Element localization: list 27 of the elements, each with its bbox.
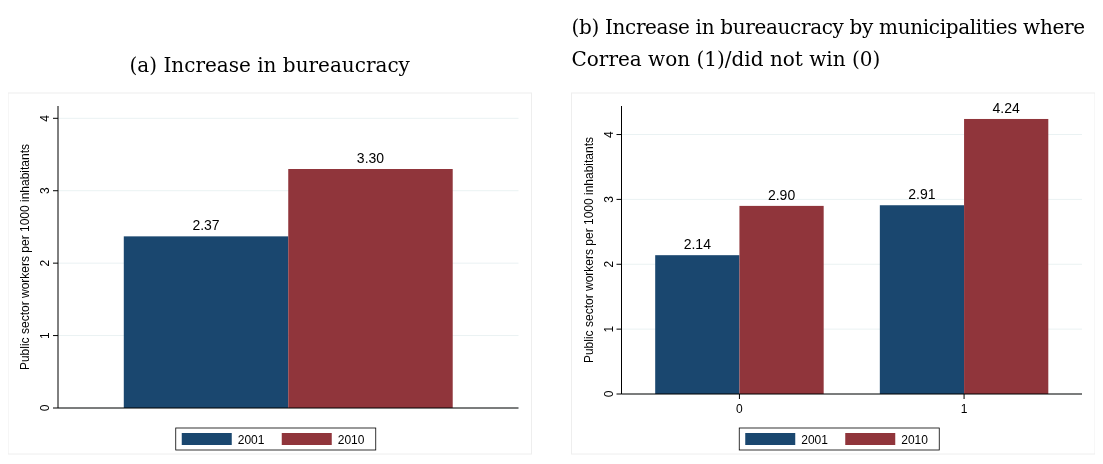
y-tick-label: 1 — [601, 325, 616, 333]
text: 2.90 — [767, 186, 796, 203]
y-tick-label: 4 — [38, 114, 52, 122]
text: 4.24 — [992, 99, 1020, 116]
text: 2.91 — [908, 186, 936, 203]
y-tick-label: 3 — [601, 195, 616, 203]
legend-label: 2001 — [801, 433, 829, 447]
bar — [655, 255, 740, 394]
y-axis-title: Public sector workers per 1000 inhabitants — [18, 143, 32, 371]
chart-title: (b) Increase in bureaucracy by municipalities where Correa won (1)/did not win (0) — [571, 15, 1085, 71]
bar — [879, 205, 965, 394]
legend-label: 2010 — [901, 433, 929, 447]
bar — [739, 205, 824, 394]
bar — [964, 118, 1049, 394]
y-tick-label: 0 — [601, 390, 616, 398]
y-axis-title: Public sector workers per 1000 inhabitants — [581, 136, 596, 364]
legend-label: 2010 — [337, 433, 365, 447]
chart-title: (a) Increase in bureaucracy — [129, 53, 411, 77]
y-tick-label: 2 — [38, 259, 52, 267]
text: 3.30 — [356, 150, 385, 167]
y-tick-label: 1 — [38, 331, 52, 339]
y-tick-label: 3 — [38, 187, 52, 195]
y-tick-label: 2 — [601, 260, 616, 268]
text: 2.37 — [192, 217, 220, 234]
y-tick-label: 4 — [601, 130, 616, 138]
text: 2.14 — [683, 236, 711, 253]
legend-label: 2001 — [237, 433, 265, 447]
